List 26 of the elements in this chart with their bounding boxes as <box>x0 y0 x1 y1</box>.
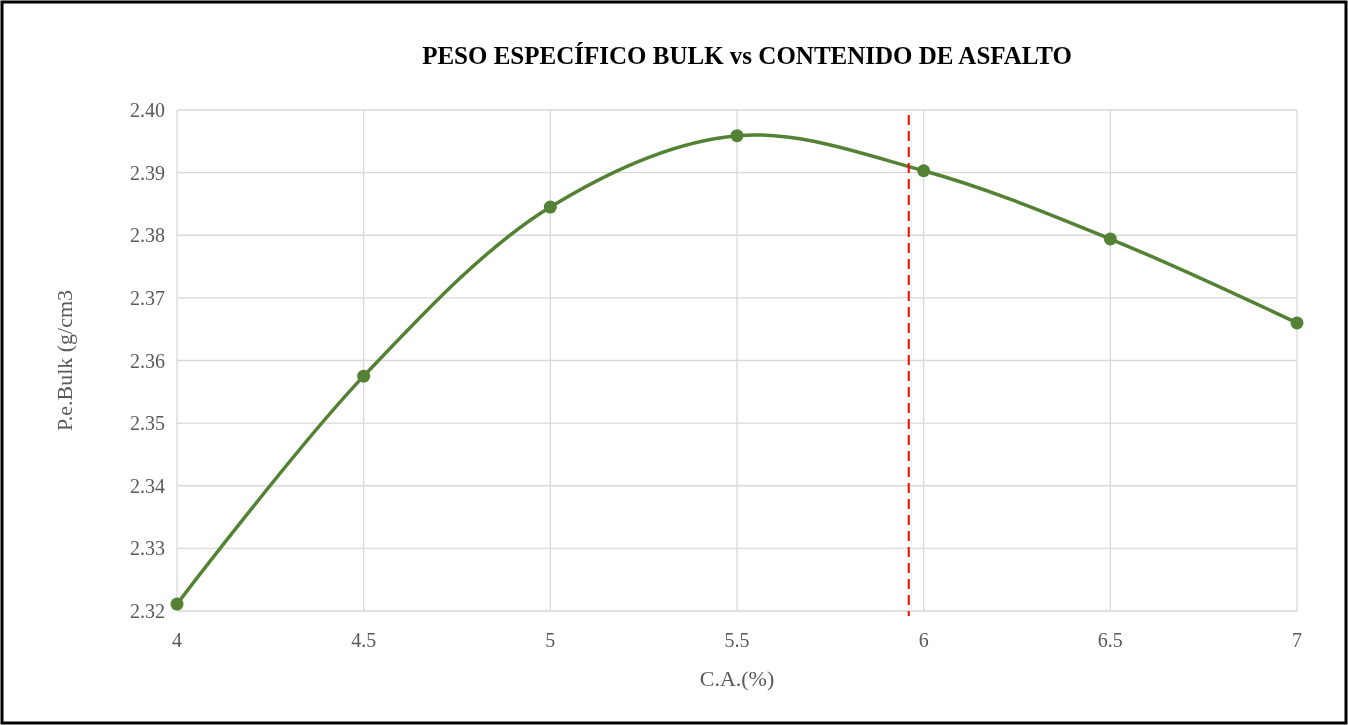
x-tick-label: 6 <box>918 629 929 651</box>
x-axis-title: C.A.(%) <box>699 666 775 691</box>
x-tick-label: 4.5 <box>351 629 377 651</box>
chart-title: PESO ESPECÍFICO BULK vs CONTENIDO DE ASFALTO <box>422 42 1072 69</box>
y-tick-label: 2.35 <box>130 412 165 435</box>
point <box>543 200 557 214</box>
point <box>917 164 931 178</box>
point <box>1290 316 1304 330</box>
y-tick-label: 2.39 <box>130 161 165 184</box>
y-tick-label: 2.32 <box>130 600 165 622</box>
point <box>357 369 371 383</box>
point <box>1103 232 1117 246</box>
x-tick-label: 5 <box>545 629 556 651</box>
y-tick-label: 2.34 <box>130 474 165 497</box>
y-tick-label: 2.38 <box>130 224 165 247</box>
x-tick-label: 7 <box>1292 629 1302 651</box>
point <box>170 597 184 611</box>
y-tick-label: 2.36 <box>130 349 165 372</box>
x-tick-label: 5.5 <box>724 629 750 651</box>
y-tick-label: 2.37 <box>130 286 165 309</box>
y-tick-label: 2.40 <box>130 99 165 121</box>
point <box>730 129 744 143</box>
x-tick-label: 6.5 <box>1097 629 1123 651</box>
x-tick-label: 4 <box>172 629 182 651</box>
y-axis-title: P.e.Bulk (g/cm3 <box>52 289 77 432</box>
y-tick-label: 2.33 <box>130 537 165 560</box>
